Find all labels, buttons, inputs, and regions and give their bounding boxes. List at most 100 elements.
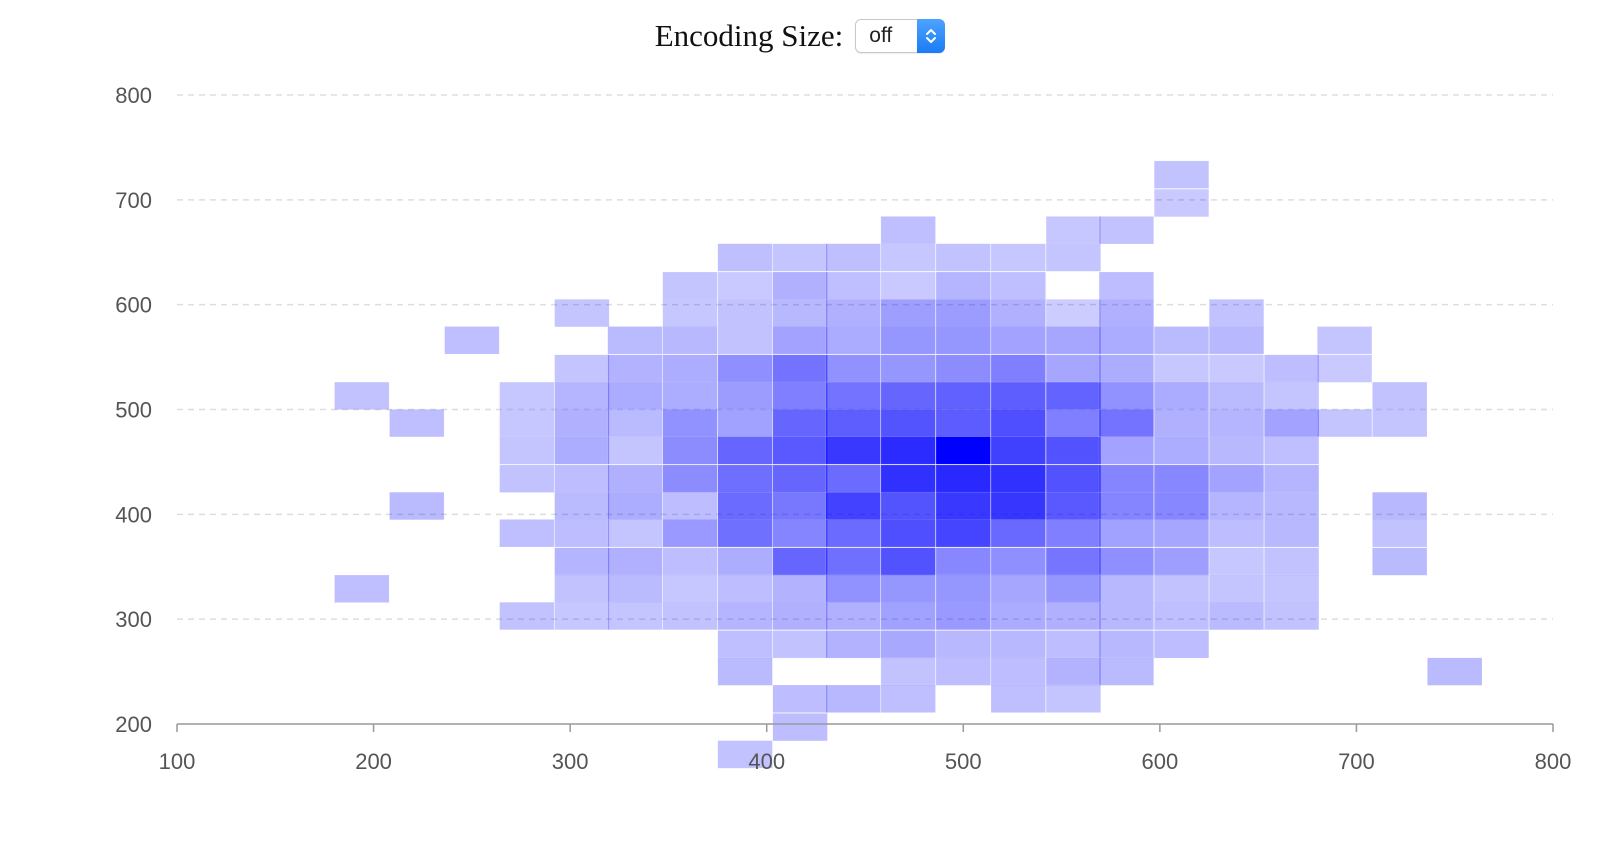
- heatmap-cell: [1045, 381, 1101, 410]
- y-tick-label: 300: [115, 607, 152, 632]
- heatmap-cell: [880, 547, 936, 576]
- heatmap-cell: [1372, 381, 1428, 410]
- heatmap-cell: [1208, 464, 1265, 493]
- heatmap-cell: [1264, 436, 1320, 465]
- heatmap-cell: [662, 464, 718, 493]
- heatmap-cell: [1208, 354, 1265, 383]
- heatmap-cell: [772, 326, 828, 355]
- heatmap-cell: [554, 574, 610, 603]
- heatmap-cell: [1153, 464, 1210, 493]
- heatmap-cell: [1045, 243, 1101, 272]
- heatmap-cell: [825, 354, 881, 383]
- heatmap-cell: [499, 436, 555, 465]
- heatmap-cell: [554, 601, 610, 631]
- heatmap-cell: [1045, 409, 1101, 438]
- heatmap-cell: [1045, 574, 1101, 603]
- heatmap-cell: [880, 354, 936, 383]
- heatmap-cell: [717, 740, 773, 769]
- heatmap-cell: [662, 299, 718, 328]
- heatmap-cell: [772, 409, 828, 438]
- x-tick-label: 600: [1141, 749, 1178, 774]
- heatmap-cell: [825, 547, 881, 576]
- heatmap-cell: [1427, 657, 1483, 686]
- heatmap-cells: [334, 160, 1483, 769]
- y-tick-label: 200: [115, 712, 152, 737]
- heatmap-cell: [717, 464, 773, 493]
- heatmap-cell: [554, 464, 610, 493]
- heatmap-cell: [1153, 601, 1210, 631]
- heatmap-cell: [1045, 547, 1101, 576]
- heatmap-cell: [825, 409, 881, 438]
- heatmap-cell: [825, 299, 881, 328]
- heatmap-cell: [717, 354, 773, 383]
- encoding-size-control: Encoding Size: off: [0, 14, 1600, 58]
- heatmap-cell: [1264, 381, 1320, 410]
- encoding-size-select[interactable]: off: [855, 19, 946, 53]
- heatmap-cell: [1045, 354, 1101, 383]
- y-tick-label: 800: [115, 83, 152, 108]
- heatmap-cell: [717, 436, 773, 465]
- heatmap-cell: [607, 381, 663, 410]
- up-down-chevron-icon[interactable]: [917, 19, 946, 53]
- heatmap-cell: [1264, 354, 1320, 383]
- heatmap-cell: [1098, 436, 1154, 465]
- heatmap-cell: [825, 326, 881, 355]
- heatmap-cell: [825, 464, 881, 493]
- heatmap-cell: [607, 436, 663, 465]
- heatmap-cell: [607, 574, 663, 603]
- heatmap-cell: [880, 243, 936, 272]
- heatmap-cell: [1153, 326, 1210, 355]
- heatmap-cell: [772, 630, 828, 659]
- heatmap-cell: [554, 547, 610, 576]
- heatmap-cell: [990, 601, 1046, 631]
- heatmap-cell: [1208, 326, 1265, 355]
- heatmap-cell: [662, 436, 718, 465]
- heatmap-cell: [1098, 464, 1154, 493]
- heatmap-cell: [1045, 299, 1101, 328]
- heatmap-cell: [935, 547, 991, 576]
- heatmap-cell: [554, 436, 610, 465]
- heatmap-cell: [1153, 160, 1210, 189]
- heatmap-cell: [662, 271, 718, 300]
- heatmap-cell: [1153, 188, 1210, 218]
- heatmap-cell: [1098, 299, 1154, 328]
- heatmap-cell: [935, 464, 991, 493]
- heatmap-cell: [1264, 464, 1320, 493]
- heatmap-cell: [1372, 519, 1428, 548]
- x-tick-label: 200: [355, 749, 392, 774]
- heatmap-cell: [389, 409, 445, 438]
- heatmap-cell: [880, 381, 936, 410]
- heatmap-cell: [1208, 491, 1265, 521]
- heatmap-cell: [1045, 491, 1101, 521]
- heatmap-cell: [1098, 547, 1154, 576]
- y-tick-label: 700: [115, 188, 152, 213]
- heatmap-cell: [825, 630, 881, 659]
- y-tick-label: 400: [115, 502, 152, 527]
- heatmap-cell: [1208, 601, 1265, 631]
- heatmap-cell: [1208, 436, 1265, 465]
- heatmap-cell: [662, 547, 718, 576]
- heatmap-cell: [1264, 574, 1320, 603]
- heatmap-cell: [717, 574, 773, 603]
- heatmap-cell: [935, 243, 991, 272]
- axes: 100 200 300 400 500 600 700 800 200 300 400 500 600 7…: [115, 83, 1571, 774]
- heatmap-cell: [334, 574, 390, 603]
- heatmap-cell: [935, 354, 991, 383]
- heatmap-cell: [772, 464, 828, 493]
- heatmap-cell: [1153, 436, 1210, 465]
- heatmap-cell: [444, 326, 500, 355]
- heatmap-cell: [1045, 326, 1101, 355]
- heatmap-cell: [717, 243, 773, 272]
- heatmap-cell: [1045, 601, 1101, 631]
- heatmap-cell: [990, 574, 1046, 603]
- heatmap-cell: [880, 519, 936, 548]
- heatmap-cell: [1317, 354, 1373, 383]
- heatmap-cell: [825, 243, 881, 272]
- y-tick-label: 500: [115, 398, 152, 423]
- heatmap-cell: [990, 436, 1046, 465]
- heatmap-cell: [935, 436, 991, 465]
- heatmap-cell: [554, 519, 610, 548]
- heatmap-cell: [1208, 409, 1265, 438]
- heatmap-cell: [990, 271, 1046, 300]
- heatmap-cell: [662, 381, 718, 410]
